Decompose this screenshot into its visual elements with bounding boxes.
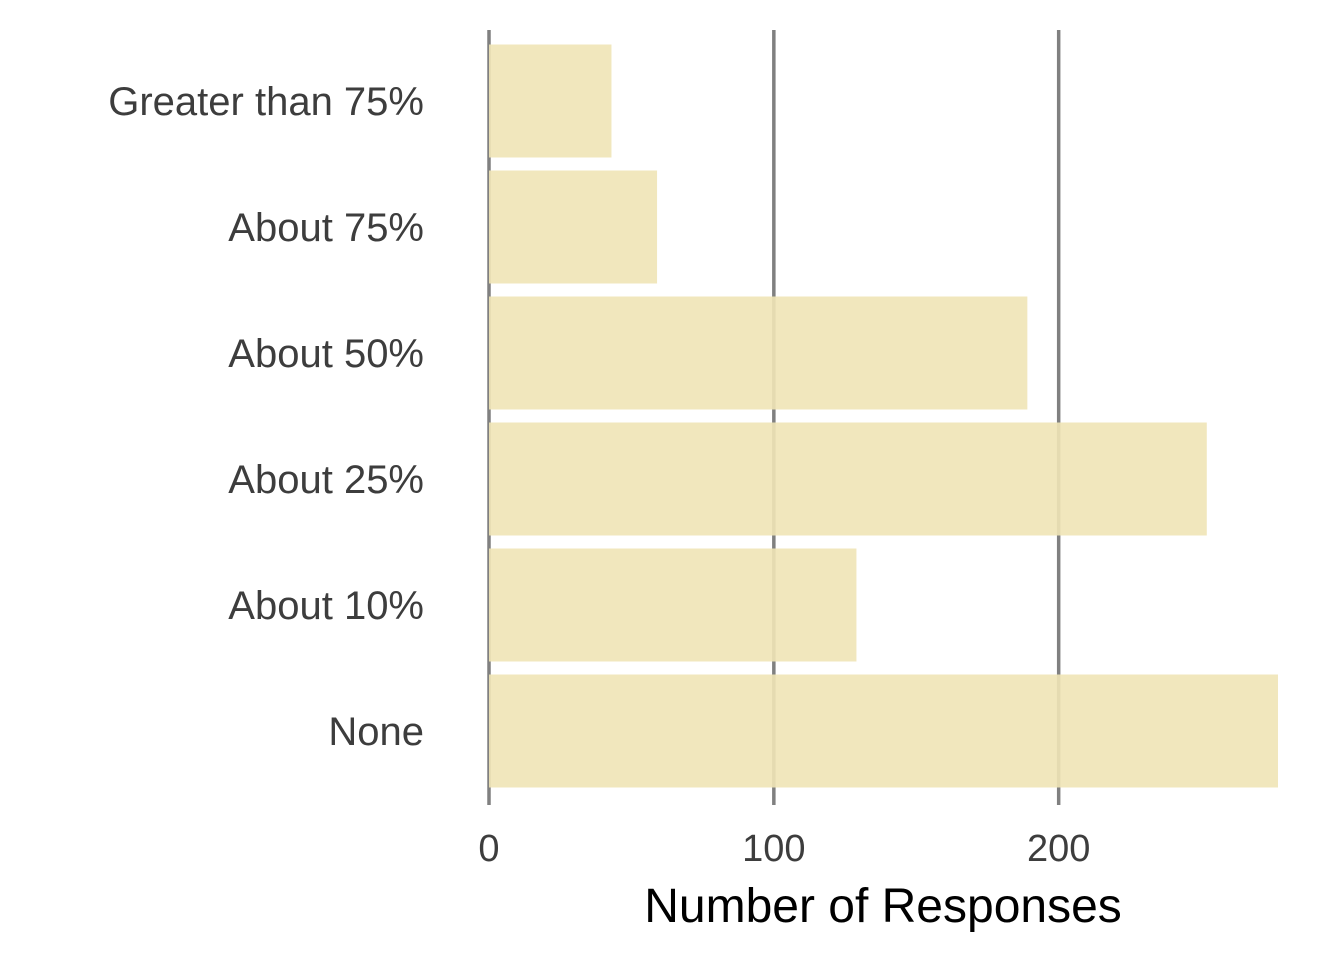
bar xyxy=(489,296,1028,410)
bar xyxy=(489,422,1207,536)
category-label: Greater than 75% xyxy=(108,80,424,124)
category-label: About 75% xyxy=(228,206,424,250)
category-labels: None About 10% About 25% About 50% About 75%… xyxy=(108,80,424,754)
x-tick-label: 200 xyxy=(1027,828,1090,870)
category-label: About 25% xyxy=(228,458,424,502)
bar xyxy=(489,44,612,158)
bar xyxy=(489,548,857,662)
bars xyxy=(489,44,1278,788)
x-axis-title: Number of Responses xyxy=(644,880,1122,933)
category-label: None xyxy=(328,710,424,754)
bar xyxy=(489,170,658,284)
x-tick-label: 0 xyxy=(478,828,499,870)
category-label: About 10% xyxy=(228,584,424,628)
x-tick-labels: 0 100 200 xyxy=(478,828,1090,870)
category-label: About 50% xyxy=(228,332,424,376)
bar xyxy=(489,674,1278,788)
x-tick-label: 100 xyxy=(742,828,805,870)
